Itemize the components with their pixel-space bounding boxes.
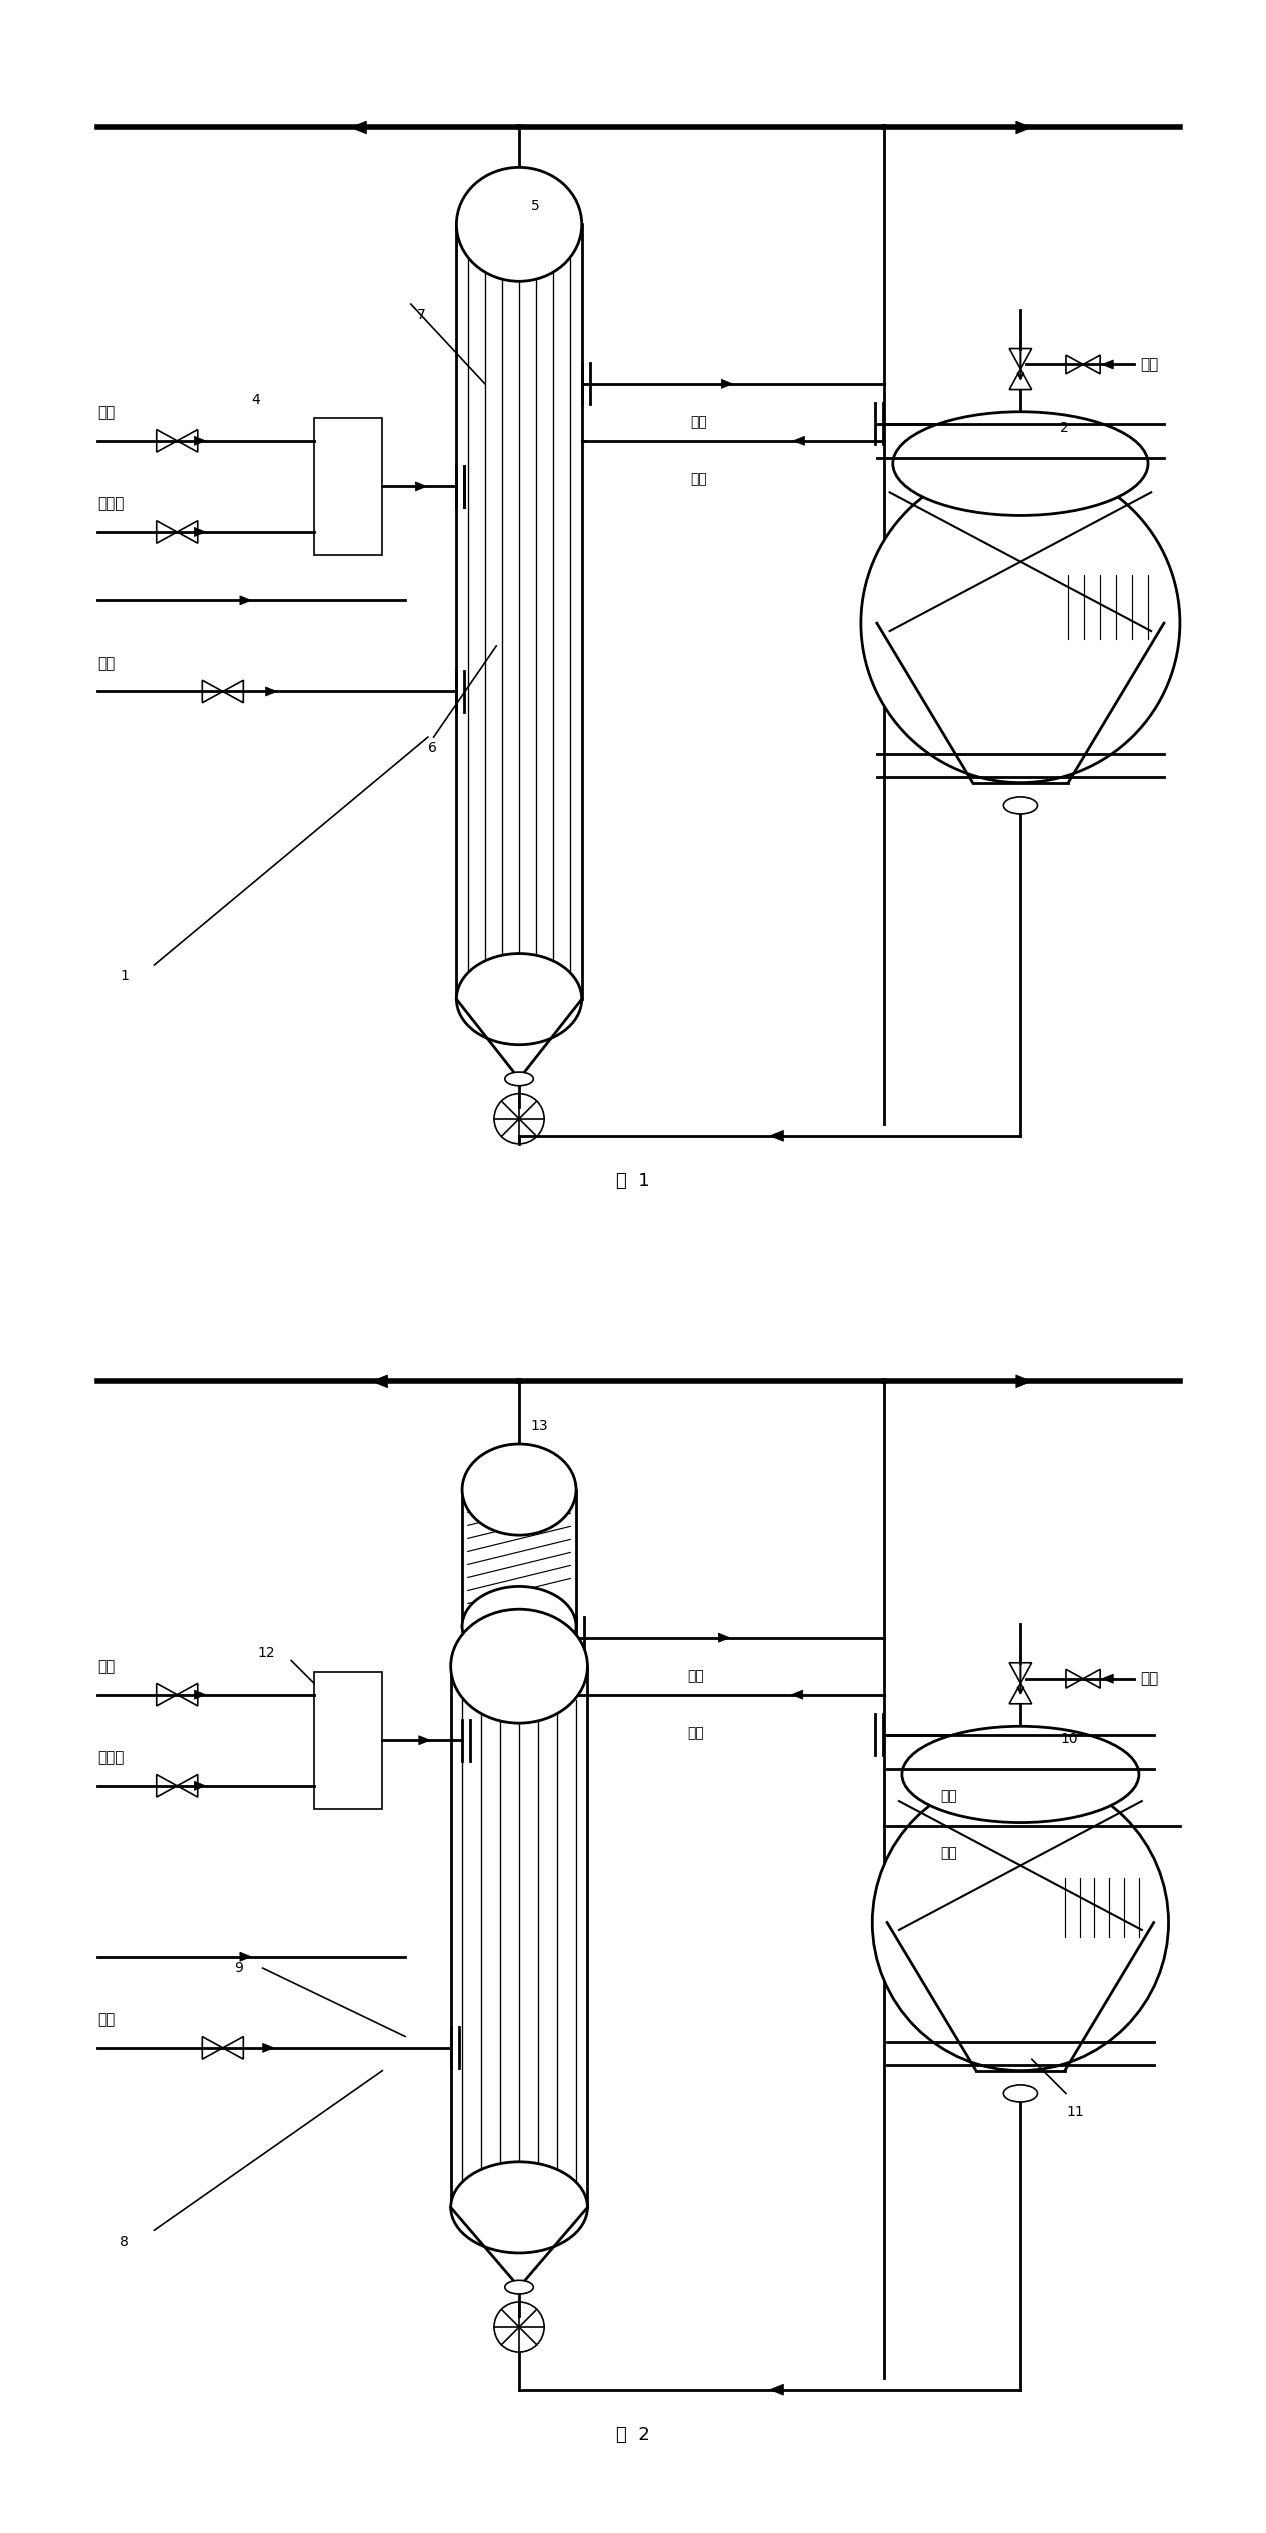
Text: 7: 7: [417, 309, 425, 322]
Polygon shape: [241, 1953, 252, 1961]
Polygon shape: [1084, 355, 1100, 375]
Polygon shape: [157, 431, 177, 451]
Ellipse shape: [457, 167, 582, 281]
Bar: [314, 1672, 382, 1809]
Text: 抑爆气: 抑爆气: [97, 1750, 125, 1766]
Polygon shape: [770, 2384, 784, 2396]
Polygon shape: [371, 1375, 387, 1388]
Polygon shape: [266, 686, 277, 697]
Polygon shape: [419, 1735, 430, 1745]
Ellipse shape: [506, 1684, 532, 1695]
Text: 6: 6: [428, 742, 437, 755]
Ellipse shape: [901, 1728, 1139, 1824]
Polygon shape: [157, 1684, 177, 1705]
Polygon shape: [1066, 355, 1084, 375]
Polygon shape: [177, 522, 197, 542]
Circle shape: [861, 464, 1180, 783]
Polygon shape: [263, 2044, 275, 2052]
Ellipse shape: [893, 413, 1148, 514]
Circle shape: [872, 1776, 1169, 2069]
Text: 介质: 介质: [941, 1847, 957, 1859]
Circle shape: [494, 1094, 544, 1145]
Polygon shape: [195, 527, 205, 537]
Text: 2: 2: [1061, 420, 1069, 436]
Polygon shape: [241, 595, 252, 605]
Ellipse shape: [505, 1071, 533, 1087]
Ellipse shape: [1003, 2085, 1037, 2102]
Text: 图  2: 图 2: [617, 2427, 649, 2444]
Polygon shape: [879, 1923, 889, 1935]
Polygon shape: [1009, 350, 1032, 370]
Polygon shape: [1009, 1684, 1032, 1705]
Text: 抑爆气: 抑爆气: [97, 496, 125, 512]
Polygon shape: [1009, 1662, 1032, 1684]
Polygon shape: [195, 436, 205, 446]
Polygon shape: [195, 1690, 205, 1700]
Polygon shape: [1032, 1821, 1043, 1831]
Ellipse shape: [457, 952, 582, 1044]
Text: 空气: 空气: [97, 656, 115, 671]
Ellipse shape: [505, 2280, 533, 2295]
Polygon shape: [793, 436, 804, 446]
Bar: [314, 418, 382, 555]
Polygon shape: [223, 681, 243, 702]
Polygon shape: [791, 1690, 803, 1700]
Polygon shape: [1015, 1375, 1032, 1388]
Text: 冷却: 冷却: [687, 1669, 704, 1684]
Text: 甲醇: 甲醇: [1139, 357, 1158, 372]
Polygon shape: [718, 1634, 729, 1641]
Text: 介质: 介质: [687, 1725, 704, 1740]
Polygon shape: [351, 122, 366, 134]
Text: 空气: 空气: [97, 2011, 115, 2026]
Text: 5: 5: [530, 200, 539, 213]
Ellipse shape: [462, 1444, 576, 1535]
Polygon shape: [415, 481, 427, 491]
Text: 11: 11: [1066, 2105, 1084, 2118]
Text: 冷却: 冷却: [941, 1788, 957, 1803]
Text: 图  1: 图 1: [617, 1173, 649, 1191]
Polygon shape: [203, 2037, 223, 2059]
Polygon shape: [879, 669, 889, 681]
Polygon shape: [203, 681, 223, 702]
Bar: [457, 225, 582, 998]
Polygon shape: [1101, 360, 1113, 370]
Circle shape: [494, 2302, 544, 2353]
Polygon shape: [157, 1776, 177, 1796]
Text: 4: 4: [252, 393, 260, 408]
Text: 1: 1: [120, 970, 129, 983]
Text: 9: 9: [234, 1961, 243, 1976]
Text: 冷却: 冷却: [690, 415, 706, 431]
Polygon shape: [1009, 370, 1032, 390]
Polygon shape: [195, 1781, 205, 1791]
Ellipse shape: [451, 1608, 587, 1722]
Ellipse shape: [462, 1586, 576, 1667]
Text: 10: 10: [1061, 1733, 1077, 1745]
Text: 12: 12: [257, 1646, 275, 1662]
Polygon shape: [1084, 1669, 1100, 1687]
Ellipse shape: [1003, 798, 1037, 813]
Polygon shape: [223, 2037, 243, 2059]
Polygon shape: [770, 1130, 784, 1142]
Polygon shape: [1066, 1669, 1084, 1687]
Polygon shape: [1015, 122, 1032, 134]
Polygon shape: [1101, 1674, 1113, 1684]
Bar: [462, 1489, 576, 1626]
Text: 介质: 介质: [690, 471, 706, 486]
Polygon shape: [722, 380, 733, 388]
Polygon shape: [177, 1776, 197, 1796]
Text: 13: 13: [530, 1418, 548, 1434]
Polygon shape: [157, 522, 177, 542]
Polygon shape: [177, 1684, 197, 1705]
Text: 8: 8: [120, 2234, 129, 2249]
Text: 氨气: 氨气: [97, 405, 115, 420]
Ellipse shape: [451, 2161, 587, 2252]
Polygon shape: [177, 431, 197, 451]
Text: 氨气: 氨气: [97, 1659, 115, 1674]
Text: 甲醇: 甲醇: [1139, 1672, 1158, 1687]
Bar: [451, 1667, 587, 2206]
